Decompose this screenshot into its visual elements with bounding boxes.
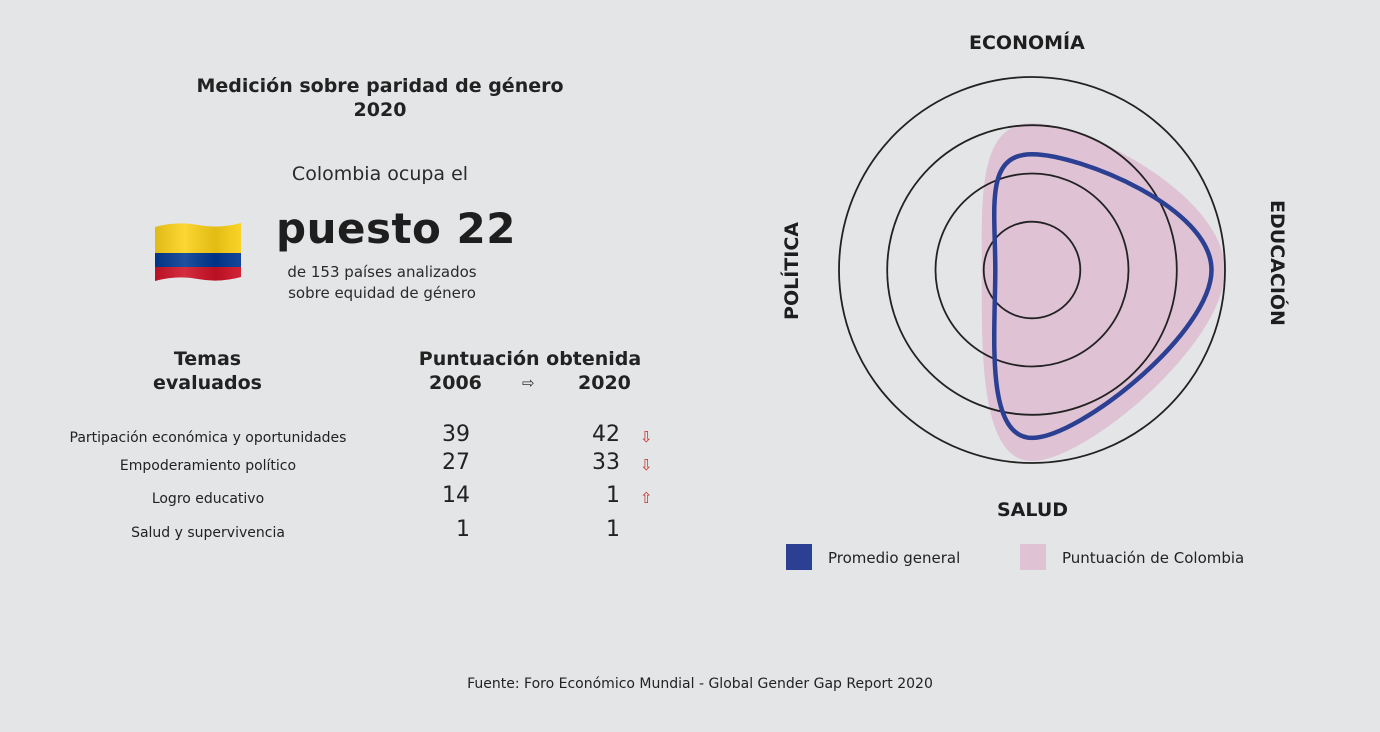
axis-label-salud: SALUD: [997, 499, 1069, 521]
value-2006: 1: [456, 517, 470, 542]
rank-intro: Colombia ocupa el: [291, 163, 469, 185]
axis-label-politica: POLÍTICA: [781, 222, 803, 320]
grid-ring: [982, 220, 1082, 320]
score-header: Puntuación obtenida: [418, 348, 642, 370]
grid-ring: [886, 124, 1178, 416]
value-2020: 1: [606, 483, 620, 508]
year-2006-header: 2006: [429, 372, 482, 394]
grid-ring: [838, 76, 1226, 464]
row-label: Empoderamiento político: [119, 458, 297, 474]
title-line-1: Medición sobre paridad de género: [196, 75, 564, 97]
value-2020: 1: [606, 517, 620, 542]
colombia-flag-icon: [153, 219, 243, 285]
topics-header: Temas evaluados: [140, 347, 275, 395]
rank-value: puesto 22: [276, 204, 516, 253]
row-label: Partipación económica y oportunidades: [69, 430, 347, 446]
rank-subtitle-line-2: sobre equidad de género: [288, 284, 476, 302]
legend-label-promedio: Promedio general: [828, 549, 961, 567]
rank-subtitle-line-1: de 153 países analizados: [287, 263, 477, 281]
legend-swatch-colombia: [1020, 544, 1046, 570]
legend-label-colombia: Puntuación de Colombia: [1062, 549, 1245, 567]
series-line-promedio: [991, 151, 1214, 441]
row-label: Logro educativo: [151, 491, 265, 507]
rank-subtitle: de 153 países analizados sobre equidad d…: [262, 262, 502, 304]
axis-label-educacion: EDUCACIÓN: [1266, 200, 1288, 326]
grid-ring: [934, 172, 1130, 368]
value-2006: 14: [442, 483, 470, 508]
axis-label-economia: ECONOMÍA: [969, 32, 1085, 54]
arrow-down-icon: ⇩: [640, 428, 653, 446]
arrow-right-icon: ⇨: [522, 374, 535, 392]
legend-swatch-promedio: [786, 544, 812, 570]
value-2006: 27: [442, 450, 470, 475]
value-2006: 39: [442, 422, 470, 447]
arrow-down-icon: ⇩: [640, 456, 653, 474]
row-label: Salud y supervivencia: [131, 525, 285, 541]
year-2020-header: 2020: [578, 372, 631, 394]
title-line-2: 2020: [353, 99, 407, 121]
source-note: Fuente: Foro Económico Mundial - Global …: [467, 676, 933, 692]
arrow-up-icon: ⇧: [640, 489, 653, 507]
series-area-colombia: [981, 123, 1225, 462]
topics-header-line-1: Temas: [173, 348, 242, 370]
chart-title: Medición sobre paridad de género 2020: [180, 74, 580, 122]
value-2020: 33: [592, 450, 620, 475]
value-2020: 42: [592, 422, 620, 447]
topics-header-line-2: evaluados: [153, 372, 262, 394]
